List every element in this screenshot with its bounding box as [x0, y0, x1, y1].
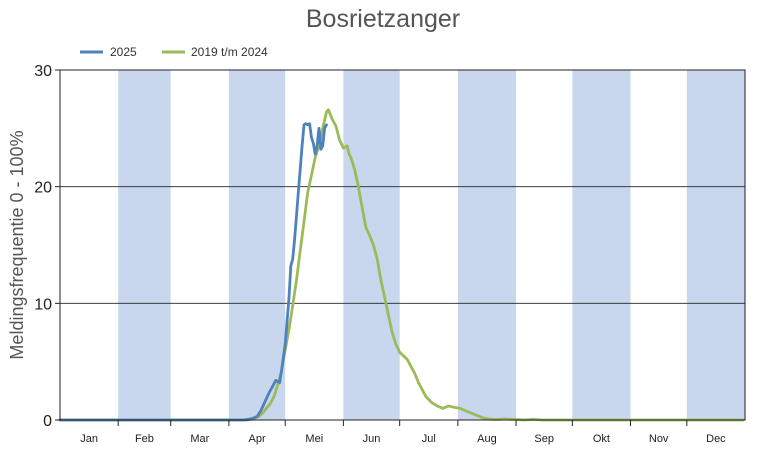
x-tick-label-mar: Mar	[190, 433, 209, 445]
legend: 2025 2019 t/m 2024	[80, 45, 268, 59]
x-tick-label-dec: Dec	[706, 433, 726, 445]
plot-frame	[59, 69, 746, 421]
y-tick-label-30: 30	[34, 63, 52, 80]
x-tick-label-jul: Jul	[422, 433, 436, 445]
x-axis-ticks: Jan Feb Mar Apr Mei Jun Jul Aug Sep Okt Nov Dec	[80, 420, 726, 445]
x-tick-label-sep: Sep	[534, 433, 554, 445]
y-tick-label-20: 20	[34, 180, 52, 197]
legend-label-2025: 2025	[110, 45, 137, 59]
series-line-0	[58, 122, 328, 422]
x-tick-label-okt: Okt	[593, 433, 610, 445]
y-tick-label-0: 0	[43, 413, 52, 430]
y-axis-ticks: 0 10 20 30	[34, 63, 60, 430]
x-tick-label-mei: Mei	[305, 433, 323, 445]
month-band-apr	[228, 70, 286, 420]
y-tick-label-10: 10	[34, 296, 52, 313]
x-tick-label-aug: Aug	[477, 433, 497, 445]
gridlines	[60, 186, 745, 304]
month-band-feb	[118, 70, 171, 420]
x-tick-label-apr: Apr	[248, 433, 265, 445]
series-line-1	[58, 108, 745, 422]
y-axis-label: Meldingsfrequentie 0 - 100%	[7, 130, 27, 359]
month-bands	[118, 70, 745, 420]
legend-label-2019-2024: 2019 t/m 2024	[191, 45, 268, 59]
series-layer	[58, 108, 745, 422]
month-band-okt	[572, 70, 631, 420]
month-band-aug	[457, 70, 517, 420]
month-band-jun	[343, 70, 400, 420]
x-tick-label-nov: Nov	[649, 433, 669, 445]
x-tick-label-feb: Feb	[135, 433, 154, 445]
x-tick-label-jun: Jun	[363, 433, 381, 445]
x-tick-label-jan: Jan	[80, 433, 98, 445]
month-band-dec	[686, 70, 745, 420]
chart-title: Bosrietzanger	[306, 5, 460, 33]
